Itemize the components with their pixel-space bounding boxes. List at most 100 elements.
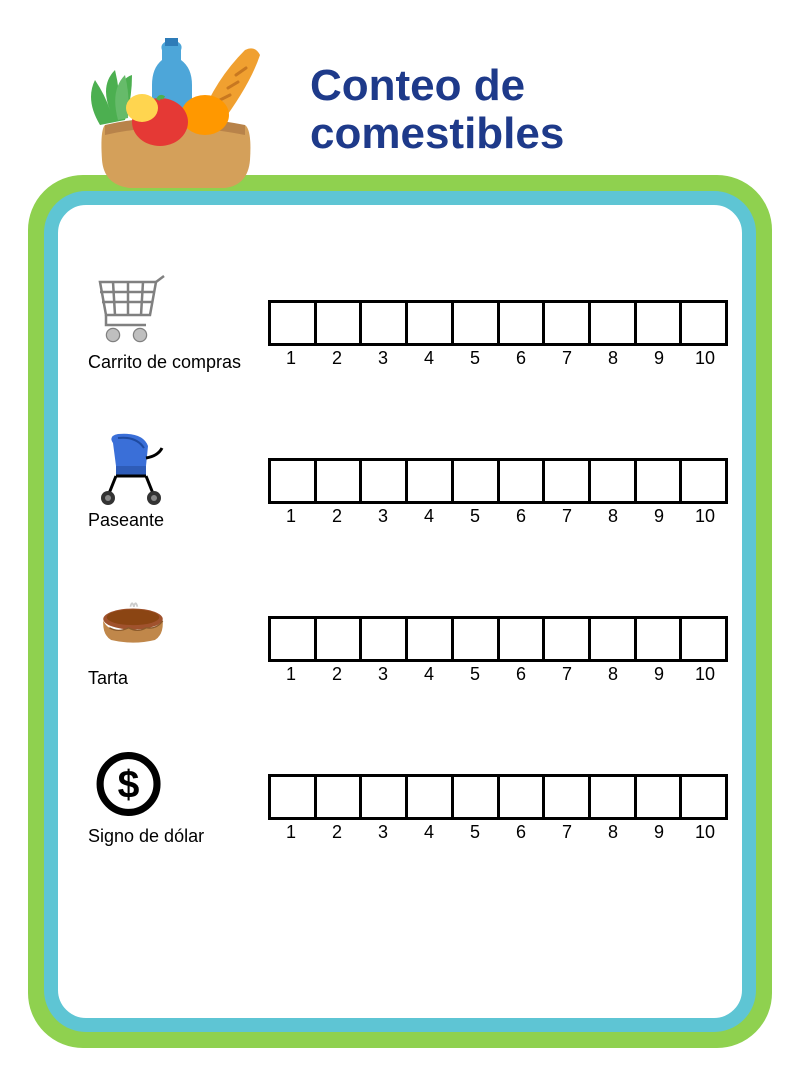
number-label: 1	[268, 348, 314, 369]
number-label: 3	[360, 822, 406, 843]
groceries-bag-icon	[70, 30, 280, 190]
number-label: 9	[636, 664, 682, 685]
number-label: 1	[268, 822, 314, 843]
number-label: 10	[682, 664, 728, 685]
count-box[interactable]	[500, 619, 546, 659]
count-boxes	[268, 616, 728, 662]
counting-row: $ Signo de dólar12345678910	[88, 744, 712, 847]
number-label: 6	[498, 506, 544, 527]
number-label: 6	[498, 822, 544, 843]
count-box[interactable]	[545, 461, 591, 501]
number-labels: 12345678910	[268, 822, 728, 843]
count-box[interactable]	[500, 461, 546, 501]
number-label: 2	[314, 348, 360, 369]
number-label: 3	[360, 506, 406, 527]
count-box[interactable]	[454, 303, 500, 343]
number-label: 8	[590, 664, 636, 685]
count-box[interactable]	[545, 303, 591, 343]
number-label: 3	[360, 664, 406, 685]
number-label: 10	[682, 822, 728, 843]
count-box[interactable]	[271, 619, 317, 659]
item-label: Paseante	[88, 510, 164, 531]
item-column: Carrito de compras	[88, 270, 256, 373]
count-box[interactable]	[637, 303, 683, 343]
count-boxes	[268, 774, 728, 820]
boxes-column: 12345678910	[268, 428, 728, 527]
count-box[interactable]	[408, 461, 454, 501]
count-box[interactable]	[637, 777, 683, 817]
count-box[interactable]	[682, 777, 725, 817]
count-box[interactable]	[408, 303, 454, 343]
number-labels: 12345678910	[268, 664, 728, 685]
count-box[interactable]	[454, 777, 500, 817]
count-box[interactable]	[591, 619, 637, 659]
count-box[interactable]	[591, 777, 637, 817]
number-label: 8	[590, 822, 636, 843]
item-column: $ Signo de dólar	[88, 744, 256, 847]
count-box[interactable]	[454, 461, 500, 501]
number-label: 9	[636, 822, 682, 843]
number-label: 5	[452, 664, 498, 685]
count-box[interactable]	[682, 619, 725, 659]
stroller-icon	[88, 428, 178, 508]
count-box[interactable]	[637, 619, 683, 659]
number-label: 5	[452, 348, 498, 369]
number-label: 7	[544, 506, 590, 527]
number-label: 7	[544, 664, 590, 685]
count-box[interactable]	[362, 303, 408, 343]
count-box[interactable]	[362, 461, 408, 501]
number-label: 8	[590, 506, 636, 527]
count-box[interactable]	[545, 619, 591, 659]
rows-container: Carrito de compras12345678910 Paseante12…	[88, 270, 712, 847]
item-label: Carrito de compras	[88, 352, 241, 373]
number-label: 2	[314, 822, 360, 843]
item-column: Tarta	[88, 586, 256, 689]
item-label: Tarta	[88, 668, 128, 689]
count-box[interactable]	[317, 461, 363, 501]
count-box[interactable]	[362, 777, 408, 817]
count-box[interactable]	[454, 619, 500, 659]
dollar-sign-icon: $	[88, 744, 178, 824]
count-box[interactable]	[317, 303, 363, 343]
number-label: 9	[636, 506, 682, 527]
number-label: 2	[314, 664, 360, 685]
number-labels: 12345678910	[268, 506, 728, 527]
count-box[interactable]	[682, 461, 725, 501]
number-label: 8	[590, 348, 636, 369]
number-label: 7	[544, 822, 590, 843]
count-box[interactable]	[545, 777, 591, 817]
count-box[interactable]	[591, 461, 637, 501]
count-box[interactable]	[317, 777, 363, 817]
frame-outer: Carrito de compras12345678910 Paseante12…	[28, 175, 772, 1048]
number-label: 5	[452, 822, 498, 843]
count-box[interactable]	[682, 303, 725, 343]
count-box[interactable]	[637, 461, 683, 501]
count-boxes	[268, 458, 728, 504]
count-box[interactable]	[271, 461, 317, 501]
count-box[interactable]	[591, 303, 637, 343]
shopping-cart-icon	[88, 270, 178, 350]
item-label: Signo de dólar	[88, 826, 204, 847]
number-label: 6	[498, 348, 544, 369]
count-box[interactable]	[408, 619, 454, 659]
number-label: 7	[544, 348, 590, 369]
count-box[interactable]	[271, 303, 317, 343]
page-title: Conteo de comestibles	[310, 62, 760, 159]
count-box[interactable]	[500, 303, 546, 343]
number-label: 10	[682, 348, 728, 369]
boxes-column: 12345678910	[268, 270, 728, 369]
number-label: 4	[406, 506, 452, 527]
count-box[interactable]	[271, 777, 317, 817]
count-box[interactable]	[408, 777, 454, 817]
count-box[interactable]	[317, 619, 363, 659]
boxes-column: 12345678910	[268, 744, 728, 843]
count-box[interactable]	[362, 619, 408, 659]
number-label: 4	[406, 822, 452, 843]
pie-icon	[88, 586, 178, 666]
svg-text:$: $	[118, 763, 140, 806]
number-labels: 12345678910	[268, 348, 728, 369]
counting-row: Paseante12345678910	[88, 428, 712, 531]
number-label: 2	[314, 506, 360, 527]
count-box[interactable]	[500, 777, 546, 817]
boxes-column: 12345678910	[268, 586, 728, 685]
